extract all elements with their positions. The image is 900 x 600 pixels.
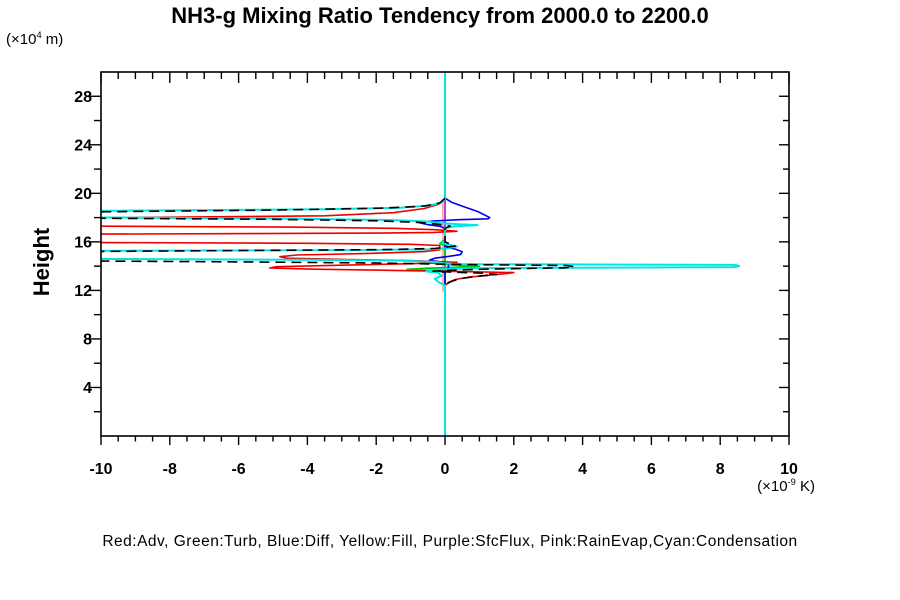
series-blue-line: [418, 72, 491, 435]
x-tick-label: -8: [163, 461, 177, 478]
y-tick-label: 12: [74, 283, 92, 300]
series-red-line: [101, 199, 515, 288]
y-tick-label: 24: [74, 137, 92, 154]
y-unit-prefix: (×10: [6, 31, 37, 48]
x-unit-suffix: K): [795, 478, 815, 495]
chart-title: NH3-g Mixing Ratio Tendency from 2000.0 …: [171, 3, 709, 28]
x-unit-prefix: (×10: [757, 478, 788, 495]
x-tick-label: -2: [369, 461, 383, 478]
plot-frame: [100, 71, 790, 437]
color-legend: Red:Adv, Green:Turb, Blue:Diff, Yellow:F…: [102, 533, 798, 550]
x-tick-label: 8: [716, 461, 725, 478]
series-cyan-line: [101, 72, 741, 435]
x-tick-label: 2: [509, 461, 518, 478]
x-unit-exponent: -9: [787, 477, 796, 487]
y-unit-exponent: 4: [36, 30, 42, 40]
x-tick-label: 0: [441, 461, 450, 478]
y-tick-label: 4: [83, 380, 92, 397]
y-unit-suffix: m): [41, 31, 64, 48]
x-tick-label: -4: [300, 461, 314, 478]
series-layer: [101, 72, 741, 435]
y-axis-unit: (×104 m): [6, 30, 63, 48]
y-axis-title: Height: [29, 227, 54, 297]
x-tick-label: -6: [231, 461, 245, 478]
series-black-total-line: [101, 197, 575, 286]
y-tick-label: 8: [83, 331, 92, 348]
y-tick-label: 20: [74, 186, 92, 203]
x-tick-label: 4: [578, 461, 587, 478]
y-tick-label: 16: [74, 234, 92, 251]
axis-ticks: [89, 72, 790, 445]
x-tick-label: 10: [780, 461, 798, 478]
x-axis-unit: (×10-9 K): [600, 477, 815, 495]
x-tick-label: 6: [647, 461, 656, 478]
y-tick-label: 28: [74, 89, 92, 106]
x-tick-label: -10: [89, 461, 112, 478]
